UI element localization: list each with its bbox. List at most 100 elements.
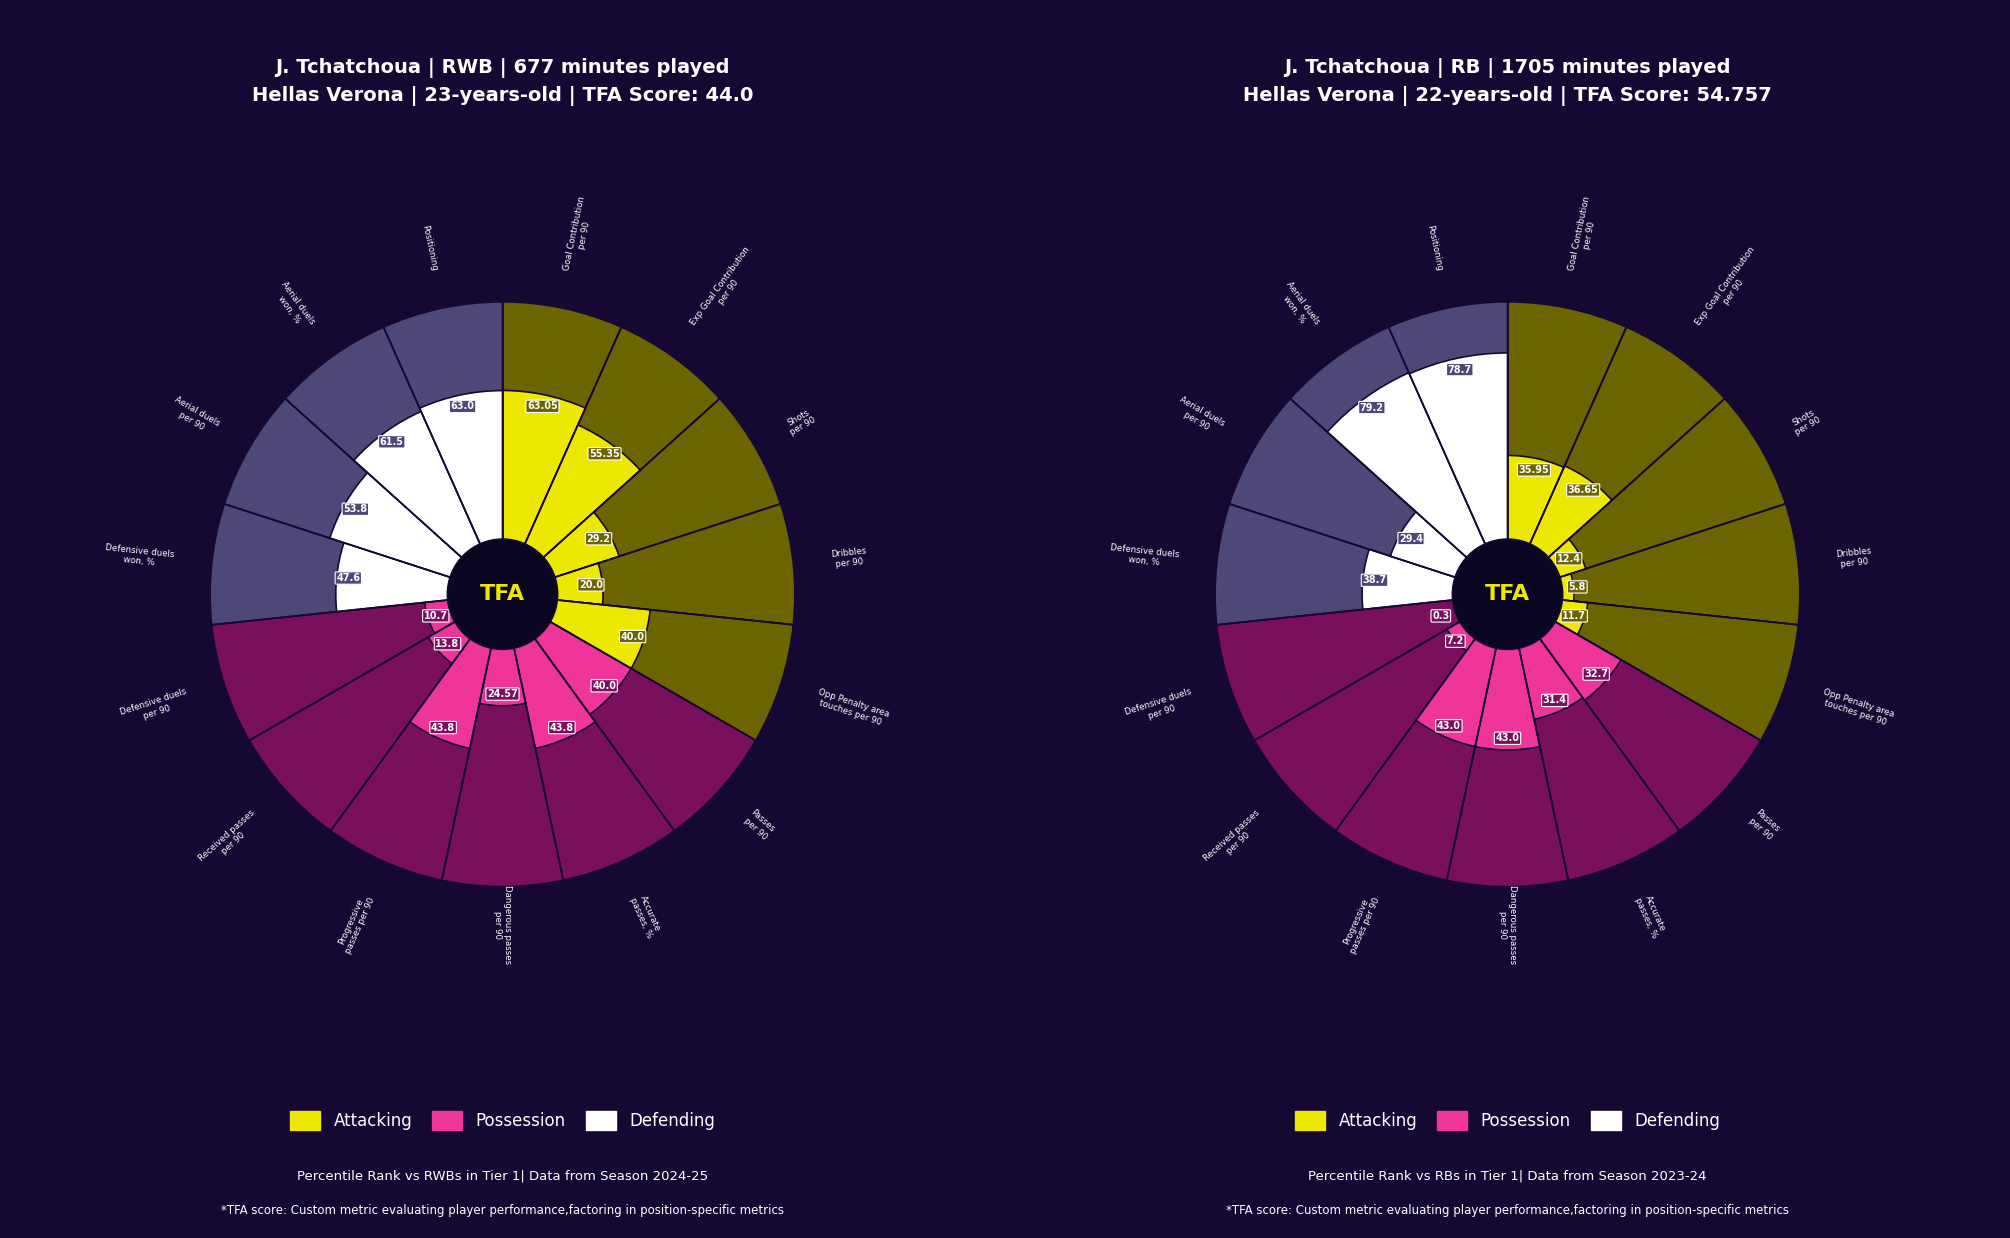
Wedge shape <box>336 542 452 612</box>
Wedge shape <box>525 425 641 560</box>
Text: 29.2: 29.2 <box>587 534 611 543</box>
Wedge shape <box>1475 646 1540 750</box>
Text: 5.8: 5.8 <box>1568 582 1586 592</box>
Wedge shape <box>1508 302 1626 546</box>
Wedge shape <box>1508 456 1564 546</box>
Wedge shape <box>354 411 480 560</box>
Text: Aerial duels
won, %: Aerial duels won, % <box>1276 280 1321 333</box>
Text: Aerial duels
per 90: Aerial duels per 90 <box>1172 395 1226 437</box>
Wedge shape <box>1254 620 1477 831</box>
Text: Passes
per 90: Passes per 90 <box>742 808 776 842</box>
Wedge shape <box>502 390 585 546</box>
Text: Opp Penalty area
touches per 90: Opp Penalty area touches per 90 <box>814 687 890 728</box>
Wedge shape <box>1230 399 1469 578</box>
Title: J. Tchatchoua | RWB | 677 minutes played
Hellas Verona | 23-years-old | TFA Scor: J. Tchatchoua | RWB | 677 minutes played… <box>251 58 754 105</box>
Text: 40.0: 40.0 <box>593 681 617 691</box>
Wedge shape <box>502 302 621 546</box>
Text: 13.8: 13.8 <box>436 639 460 649</box>
Text: 43.8: 43.8 <box>430 723 454 733</box>
Text: Percentile Rank vs RBs in Tier 1| Data from Season 2023-24: Percentile Rank vs RBs in Tier 1| Data f… <box>1309 1170 1706 1182</box>
Wedge shape <box>332 636 492 880</box>
Text: Defensive duels
won, %: Defensive duels won, % <box>105 542 175 569</box>
Text: Exp Goal Contribution
per 90: Exp Goal Contribution per 90 <box>1694 245 1765 333</box>
Text: 35.95: 35.95 <box>1518 465 1550 475</box>
Wedge shape <box>1518 636 1678 880</box>
Wedge shape <box>428 620 472 664</box>
Text: 63.05: 63.05 <box>527 401 559 411</box>
Wedge shape <box>553 563 603 604</box>
Text: Defensive duels
per 90: Defensive duels per 90 <box>1124 687 1196 727</box>
Wedge shape <box>478 646 527 706</box>
Wedge shape <box>1415 636 1497 747</box>
Text: Goal Contribution
per 90: Goal Contribution per 90 <box>561 194 597 274</box>
Wedge shape <box>1558 573 1574 602</box>
Wedge shape <box>1558 504 1799 625</box>
Wedge shape <box>424 599 456 634</box>
Wedge shape <box>1518 636 1582 719</box>
Text: Defensive duels
won, %: Defensive duels won, % <box>1110 542 1180 569</box>
Text: Defensive duels
per 90: Defensive duels per 90 <box>119 687 191 727</box>
Text: Shots
per 90: Shots per 90 <box>1789 406 1823 437</box>
Text: Positioning: Positioning <box>1425 224 1443 272</box>
Text: 61.5: 61.5 <box>380 437 404 447</box>
Text: 43.8: 43.8 <box>551 723 575 733</box>
Text: Accurate
passes, %: Accurate passes, % <box>1632 893 1668 940</box>
Text: 47.6: 47.6 <box>336 573 360 583</box>
Text: Passes
per 90: Passes per 90 <box>1747 808 1781 842</box>
Wedge shape <box>1216 599 1461 740</box>
Wedge shape <box>1391 511 1469 578</box>
Text: Accurate
passes, %: Accurate passes, % <box>627 893 663 940</box>
Text: TFA: TFA <box>480 584 525 604</box>
Text: Exp Goal Contribution
per 90: Exp Goal Contribution per 90 <box>689 245 760 333</box>
Wedge shape <box>1530 465 1612 560</box>
Title: J. Tchatchoua | RB | 1705 minutes played
Hellas Verona | 22-years-old | TFA Scor: J. Tchatchoua | RB | 1705 minutes played… <box>1242 58 1773 105</box>
Text: Dribbles
per 90: Dribbles per 90 <box>830 546 868 569</box>
Circle shape <box>448 539 557 650</box>
Legend: Attacking, Possession, Defending: Attacking, Possession, Defending <box>1288 1104 1727 1136</box>
Text: 24.57: 24.57 <box>486 690 519 699</box>
Text: 32.7: 32.7 <box>1584 669 1608 680</box>
Wedge shape <box>249 620 472 831</box>
Text: TFA: TFA <box>1485 584 1530 604</box>
Wedge shape <box>1538 620 1620 701</box>
Wedge shape <box>1455 599 1461 621</box>
Wedge shape <box>1554 599 1799 740</box>
Text: 79.2: 79.2 <box>1361 402 1383 412</box>
Text: Dribbles
per 90: Dribbles per 90 <box>1835 546 1873 569</box>
Text: 20.0: 20.0 <box>579 579 603 591</box>
Text: *TFA score: Custom metric evaluating player performance,factoring in position-sp: *TFA score: Custom metric evaluating pla… <box>221 1205 784 1217</box>
Text: Shots
per 90: Shots per 90 <box>784 406 818 437</box>
Wedge shape <box>1546 399 1785 578</box>
Text: Dangerous passes
per 90: Dangerous passes per 90 <box>1497 885 1518 964</box>
Circle shape <box>1453 539 1562 650</box>
Wedge shape <box>330 473 464 578</box>
Wedge shape <box>1447 646 1568 886</box>
Text: Aerial duels
per 90: Aerial duels per 90 <box>167 395 221 437</box>
Wedge shape <box>513 636 673 880</box>
Wedge shape <box>553 504 794 625</box>
Text: 38.7: 38.7 <box>1363 576 1387 586</box>
Text: 11.7: 11.7 <box>1562 610 1586 621</box>
Text: 53.8: 53.8 <box>344 504 368 514</box>
Text: 55.35: 55.35 <box>589 448 619 459</box>
Wedge shape <box>1447 620 1477 651</box>
Wedge shape <box>549 599 649 669</box>
Wedge shape <box>1530 327 1725 560</box>
Text: Percentile Rank vs RWBs in Tier 1| Data from Season 2024-25: Percentile Rank vs RWBs in Tier 1| Data … <box>297 1170 708 1182</box>
Wedge shape <box>1327 373 1485 560</box>
Text: Aerial duels
won, %: Aerial duels won, % <box>271 280 316 333</box>
Wedge shape <box>384 302 502 546</box>
Text: 10.7: 10.7 <box>424 610 448 621</box>
Text: Progressive
passes per 90: Progressive passes per 90 <box>1341 893 1383 956</box>
Wedge shape <box>211 504 452 625</box>
Text: Progressive
passes per 90: Progressive passes per 90 <box>336 893 378 956</box>
Wedge shape <box>1363 550 1457 609</box>
Wedge shape <box>285 327 480 560</box>
Text: Received passes
per 90: Received passes per 90 <box>197 808 263 870</box>
Legend: Attacking, Possession, Defending: Attacking, Possession, Defending <box>283 1104 722 1136</box>
Text: 12.4: 12.4 <box>1556 553 1580 565</box>
Wedge shape <box>1337 636 1497 880</box>
Wedge shape <box>541 399 780 578</box>
Wedge shape <box>533 620 756 831</box>
Wedge shape <box>525 327 720 560</box>
